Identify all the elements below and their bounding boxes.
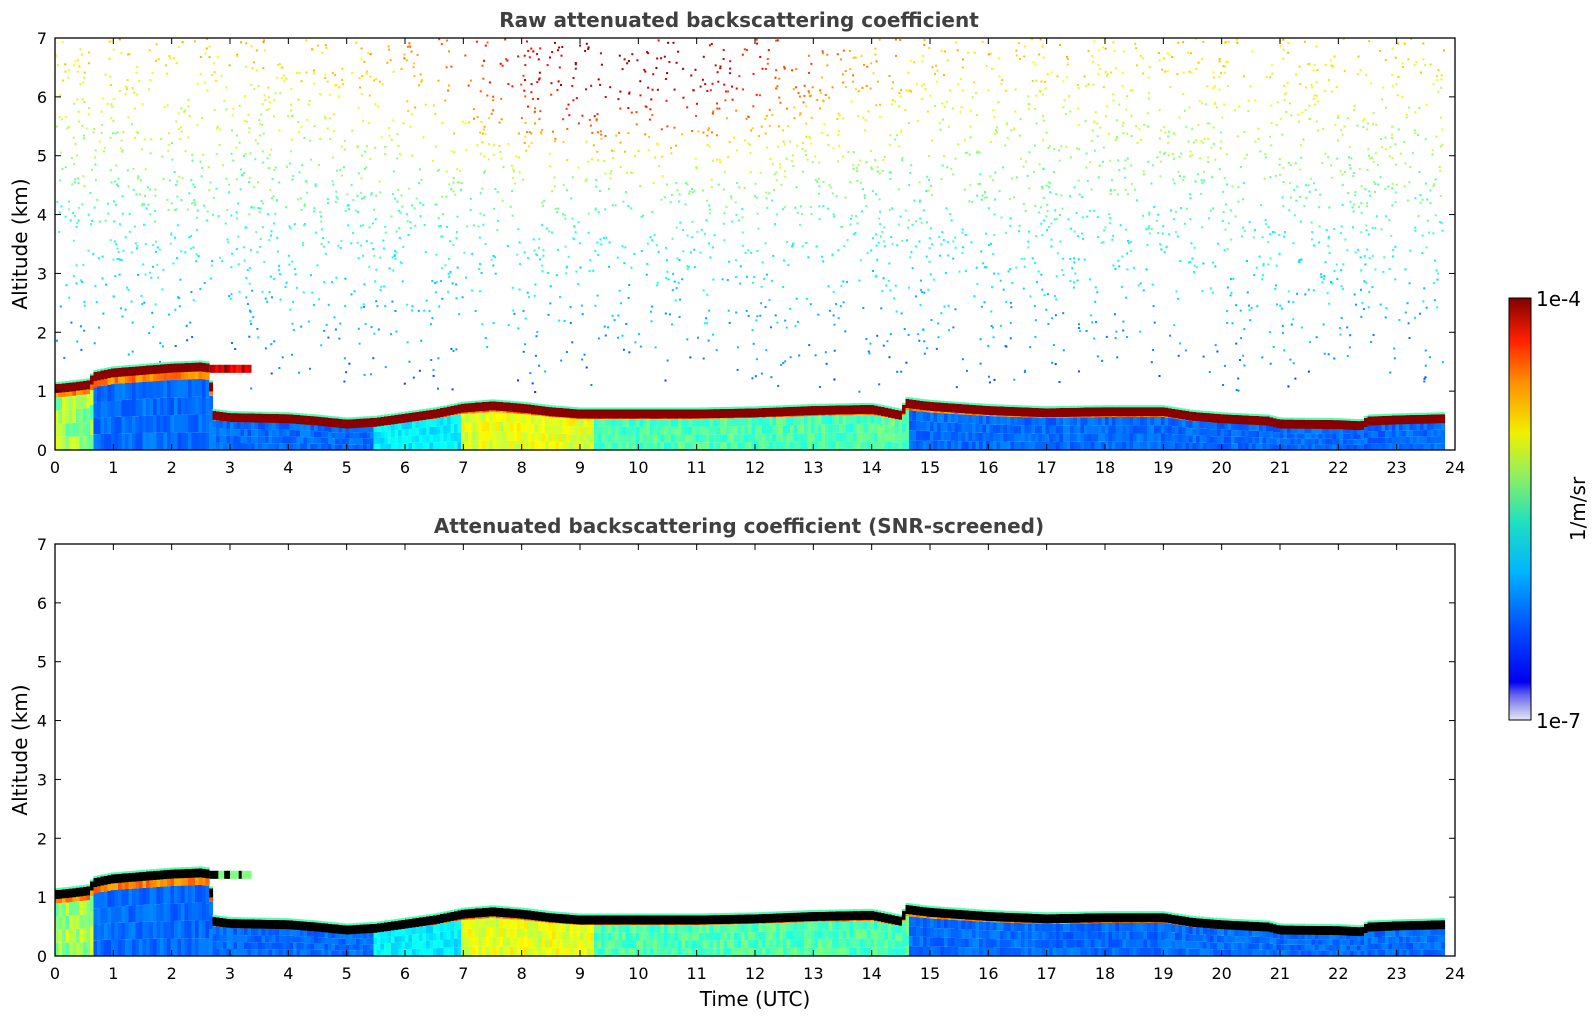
x-tick-label: 24: [1445, 964, 1465, 983]
x-tick-label: 8: [517, 458, 527, 477]
x-tick-label: 16: [978, 458, 998, 477]
boundary-layer-columns: [55, 866, 1446, 956]
x-tick-label: 12: [745, 458, 765, 477]
x-tick-label: 4: [283, 964, 293, 983]
y-tick-label: 1: [37, 382, 47, 401]
x-tick-label: 14: [861, 458, 881, 477]
y-tick-label: 2: [37, 829, 47, 848]
panel-screened-ylabel: Altitude (km): [8, 684, 32, 815]
x-tick-label: 24: [1445, 458, 1465, 477]
x-tick-label: 1: [108, 964, 118, 983]
isolated-layer: [209, 870, 252, 879]
x-tick-label: 9: [575, 964, 585, 983]
y-tick-label: 6: [37, 88, 47, 107]
y-tick-label: 7: [37, 535, 47, 554]
x-tick-label: 5: [342, 458, 352, 477]
x-tick-label: 6: [400, 964, 410, 983]
y-tick-label: 1: [37, 888, 47, 907]
colorbar-unit-label: 1/m/sr: [1566, 476, 1590, 541]
x-tick-label: 18: [1095, 458, 1115, 477]
y-tick-label: 6: [37, 594, 47, 613]
panel-raw-ylabel: Altitude (km): [8, 178, 32, 309]
x-tick-label: 0: [50, 458, 60, 477]
x-tick-label: 1: [108, 458, 118, 477]
x-tick-label: 13: [803, 964, 823, 983]
x-tick-label: 11: [686, 964, 706, 983]
raw-noise-field: [55, 38, 1445, 393]
x-tick-label: 4: [283, 458, 293, 477]
x-tick-label: 19: [1153, 458, 1173, 477]
x-tick-label: 23: [1386, 964, 1406, 983]
isolated-layer: [209, 364, 252, 373]
panel-screened-heatmap: [55, 866, 1446, 956]
x-tick-label: 5: [342, 964, 352, 983]
x-tick-label: 16: [978, 964, 998, 983]
boundary-layer-columns: [55, 360, 1446, 450]
x-tick-label: 9: [575, 458, 585, 477]
x-tick-label: 21: [1270, 964, 1290, 983]
y-tick-label: 3: [37, 264, 47, 283]
x-tick-label: 10: [628, 964, 648, 983]
x-tick-label: 17: [1036, 964, 1056, 983]
x-tick-label: 22: [1328, 458, 1348, 477]
x-tick-label: 6: [400, 458, 410, 477]
colorbar-gradient: [1508, 297, 1532, 721]
x-tick-label: 3: [225, 458, 235, 477]
panel-screened-xlabel: Time (UTC): [699, 987, 811, 1011]
x-tick-label: 15: [920, 458, 940, 477]
x-tick-label: 13: [803, 458, 823, 477]
x-tick-label: 8: [517, 964, 527, 983]
x-tick-label: 17: [1036, 458, 1056, 477]
panel-raw-heatmap: [55, 38, 1446, 450]
x-tick-label: 11: [686, 458, 706, 477]
panel-screened-frame: [54, 543, 1456, 957]
x-tick-label: 10: [628, 458, 648, 477]
x-tick-label: 7: [458, 458, 468, 477]
x-tick-label: 15: [920, 964, 940, 983]
x-tick-label: 18: [1095, 964, 1115, 983]
y-tick-label: 5: [37, 147, 47, 166]
panel-screened-title: Attenuated backscattering coefficient (S…: [434, 514, 1044, 538]
x-tick-label: 20: [1211, 964, 1231, 983]
colorbar-min-label: 1e-7: [1536, 709, 1581, 733]
panel-raw: Raw attenuated backscattering coefficien…: [8, 8, 1465, 477]
y-tick-label: 5: [37, 653, 47, 672]
x-tick-label: 14: [861, 964, 881, 983]
colorbar: 1e-4 1e-7 1/m/sr: [1508, 287, 1590, 733]
x-tick-label: 20: [1211, 458, 1231, 477]
x-tick-label: 7: [458, 964, 468, 983]
y-tick-label: 3: [37, 770, 47, 789]
x-tick-label: 3: [225, 964, 235, 983]
panel-raw-ticks: 0 1 2 3 4 5 6 7 8 9 10 11 12 13 14 15 16 17 18 19 20 21 22 23 24…: [37, 29, 1465, 477]
y-tick-label: 0: [37, 947, 47, 966]
x-tick-label: 2: [167, 964, 177, 983]
x-tick-label: 12: [745, 964, 765, 983]
panel-screened: Attenuated backscattering coefficient (S…: [8, 514, 1465, 1011]
x-tick-label: 22: [1328, 964, 1348, 983]
x-tick-label: 0: [50, 964, 60, 983]
y-tick-label: 0: [37, 441, 47, 460]
x-tick-label: 19: [1153, 964, 1173, 983]
x-tick-label: 23: [1386, 458, 1406, 477]
y-tick-label: 4: [37, 712, 47, 731]
panel-screened-ticks: 0 1 2 3 4 5 6 7 8 9 10 11 12 13 14 15 16 17 18 19 20 21 22 23 24…: [37, 535, 1465, 983]
colorbar-max-label: 1e-4: [1536, 287, 1581, 311]
panel-raw-title: Raw attenuated backscattering coefficien…: [499, 8, 979, 32]
y-tick-label: 7: [37, 29, 47, 48]
y-tick-label: 4: [37, 206, 47, 225]
x-tick-label: 2: [167, 458, 177, 477]
y-tick-label: 2: [37, 323, 47, 342]
x-tick-label: 21: [1270, 458, 1290, 477]
